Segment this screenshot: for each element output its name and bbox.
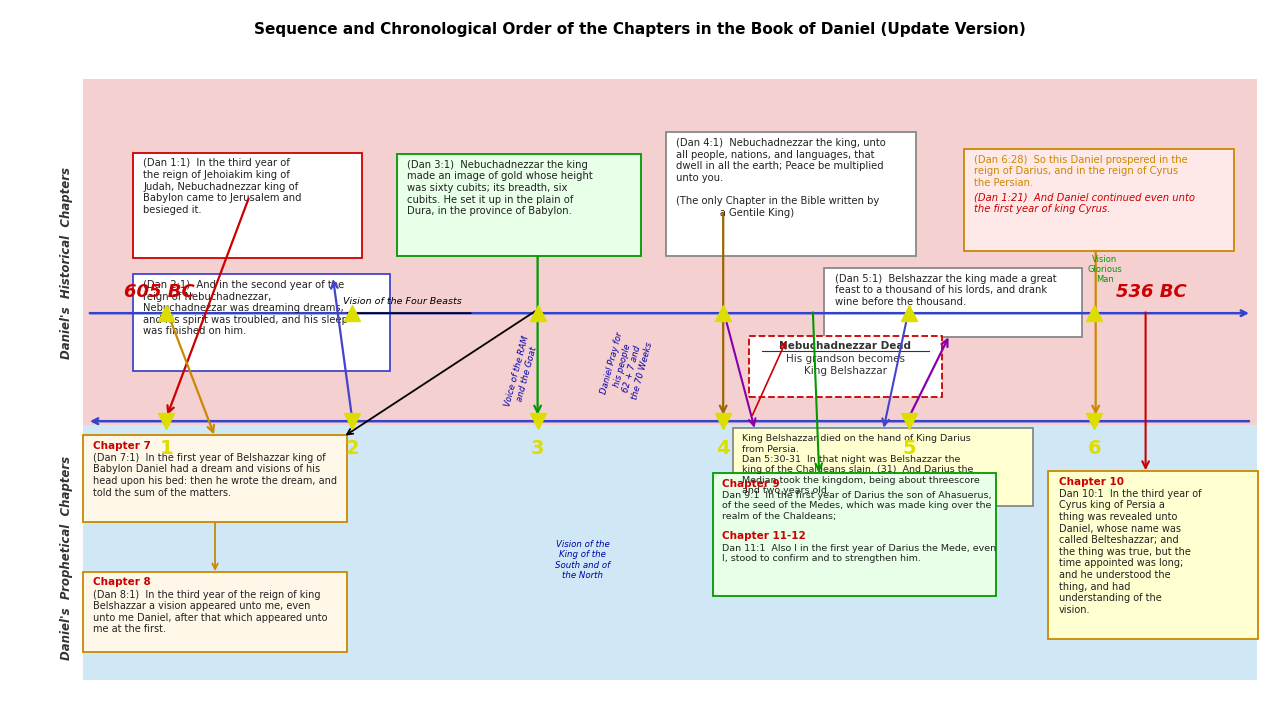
Text: 3: 3 [531,439,544,458]
Text: His grandson becomes
King Belshazzar: His grandson becomes King Belshazzar [786,354,905,376]
Text: Vision of the
King of the
South and of
the North: Vision of the King of the South and of t… [554,540,611,580]
FancyBboxPatch shape [824,268,1082,337]
Text: 5: 5 [902,439,915,458]
FancyBboxPatch shape [133,153,362,258]
Text: Daniel's  Historical  Chapters: Daniel's Historical Chapters [60,167,73,359]
Text: Chapter 8: Chapter 8 [93,577,151,588]
Text: Chapter 10: Chapter 10 [1059,477,1124,487]
Text: 1: 1 [160,439,173,458]
Text: (Dan 1:21)  And Daniel continued even unto
the first year of king Cyrus.: (Dan 1:21) And Daniel continued even unt… [974,192,1196,214]
Text: (Dan 1:1)  In the third year of
the reign of Jehoiakim king of
Judah, Nebuchadne: (Dan 1:1) In the third year of the reign… [143,158,302,215]
Text: Chapter 7: Chapter 7 [93,441,151,451]
Text: Nebuchadnezzar Dead: Nebuchadnezzar Dead [780,341,911,351]
FancyBboxPatch shape [83,435,347,522]
FancyBboxPatch shape [133,274,390,371]
Text: Dan 11:1  Also I in the first year of Darius the Mede, even
I, stood to confirm : Dan 11:1 Also I in the first year of Dar… [722,544,996,563]
Text: (Dan 8:1)  In the third year of the reign of king
Belshazzar a vision appeared u: (Dan 8:1) In the third year of the reign… [93,590,328,634]
Text: Dan 10:1  In the third year of
Cyrus king of Persia a
thing was revealed unto
Da: Dan 10:1 In the third year of Cyrus king… [1059,489,1201,615]
Text: Chapter 11-12: Chapter 11-12 [722,531,805,541]
Text: King Belshazzar died on the hand of King Darius
from Persia.
Dan 5:30-31  In tha: King Belshazzar died on the hand of King… [742,434,980,495]
FancyBboxPatch shape [964,149,1234,251]
Text: Voice of the RAM
and the Goat: Voice of the RAM and the Goat [503,335,541,410]
Text: Vision of the Four Beasts: Vision of the Four Beasts [343,297,462,306]
Text: 605 BC: 605 BC [124,283,195,301]
FancyBboxPatch shape [749,336,942,397]
Text: (Dan 3:1)  Nebuchadnezzar the king
made an image of gold whose height
was sixty : (Dan 3:1) Nebuchadnezzar the king made a… [407,160,593,216]
Text: Sequence and Chronological Order of the Chapters in the Book of Daniel (Update V: Sequence and Chronological Order of the … [255,22,1025,37]
Text: 2: 2 [346,439,358,458]
FancyBboxPatch shape [1048,471,1258,639]
FancyBboxPatch shape [83,572,347,652]
Text: 536 BC: 536 BC [1116,283,1187,301]
Text: (Dan 7:1)  In the first year of Belshazzar king of
Babylon Daniel had a dream an: (Dan 7:1) In the first year of Belshazza… [93,453,338,498]
Text: (Dan 6:28)  So this Daniel prospered in the
reign of Darius, and in the reign of: (Dan 6:28) So this Daniel prospered in t… [974,155,1188,188]
Text: Dan 9:1  In the first year of Darius the son of Ahasuerus,
of the seed of the Me: Dan 9:1 In the first year of Darius the … [722,491,992,521]
Text: Daniel's  Prophetical  Chapters: Daniel's Prophetical Chapters [60,456,73,660]
FancyBboxPatch shape [83,79,1257,425]
Text: (Dan 5:1)  Belshazzar the king made a great
feast to a thousand of his lords, an: (Dan 5:1) Belshazzar the king made a gre… [835,274,1056,307]
Text: (Dan 2:1)  And in the second year of the
reign of Nebuchadnezzar,
Nebuchadnezzar: (Dan 2:1) And in the second year of the … [143,280,348,336]
FancyBboxPatch shape [83,425,1257,680]
Text: 6: 6 [1088,439,1101,458]
Text: Daniel Pray for
his people
62 + 7 and
the 70 Weeks: Daniel Pray for his people 62 + 7 and th… [599,331,655,403]
FancyBboxPatch shape [733,428,1033,506]
Text: 4: 4 [717,439,730,458]
Text: Vision
Glorious
Man: Vision Glorious Man [1087,255,1123,284]
FancyBboxPatch shape [713,473,996,596]
Text: Chapter 9: Chapter 9 [722,479,780,489]
FancyBboxPatch shape [397,154,641,256]
FancyBboxPatch shape [666,132,916,256]
Text: (Dan 4:1)  Nebuchadnezzar the king, unto
all people, nations, and languages, tha: (Dan 4:1) Nebuchadnezzar the king, unto … [676,138,886,218]
